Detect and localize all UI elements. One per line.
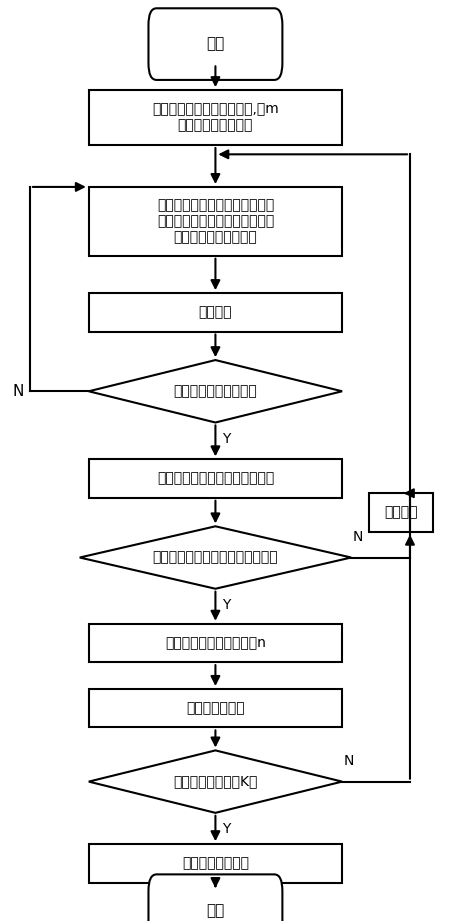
Bar (89, 689, 342, 727)
Text: 达到最大迭代次数K？: 达到最大迭代次数K？ (173, 774, 257, 788)
Text: Y: Y (223, 432, 231, 446)
Text: 本次迭代结束，迭代计数n: 本次迭代结束，迭代计数n (165, 636, 266, 650)
Polygon shape (80, 527, 351, 589)
FancyBboxPatch shape (148, 874, 283, 924)
Bar (89, 844, 342, 882)
Text: 递归迭代: 递归迭代 (384, 505, 418, 519)
Text: 计算某只蚂蚁移动到下一治理步
骤的概率，根据选择的概率移动
该蚂蚁到下一治理步骤: 计算某只蚂蚁移动到下一治理步 骤的概率，根据选择的概率移动 该蚂蚁到下一治理步骤 (157, 198, 274, 245)
Text: Y: Y (223, 822, 231, 836)
Text: N: N (344, 754, 354, 769)
Text: 路径信息素更新: 路径信息素更新 (186, 701, 245, 715)
Bar (89, 459, 342, 498)
FancyBboxPatch shape (148, 8, 283, 80)
Bar (89, 90, 342, 145)
Text: 该蚂蚁生命周期结束？: 该蚂蚁生命周期结束？ (174, 384, 257, 398)
Bar (369, 493, 433, 532)
Bar (89, 293, 342, 332)
Bar (89, 624, 342, 663)
Text: 计算该蚂蚁治理方案的投资成本: 计算该蚂蚁治理方案的投资成本 (157, 471, 274, 485)
Text: 初始化参数，定义目标函数,将m
只蚂蚁置于初始节点: 初始化参数，定义目标函数,将m 只蚂蚁置于初始节点 (152, 103, 279, 133)
Text: 开始: 开始 (206, 37, 224, 52)
Text: 本次迭代所有蚂蚁生命周期结束？: 本次迭代所有蚂蚁生命周期结束？ (153, 551, 278, 565)
Text: Y: Y (223, 598, 231, 613)
Polygon shape (89, 360, 342, 422)
Text: 结束: 结束 (206, 903, 224, 918)
Bar (89, 187, 342, 256)
Polygon shape (89, 750, 342, 813)
Text: 潮流计算: 潮流计算 (199, 305, 232, 320)
Text: N: N (13, 383, 24, 399)
Text: 输出最佳治理方案: 输出最佳治理方案 (182, 857, 249, 870)
Text: N: N (353, 530, 363, 544)
